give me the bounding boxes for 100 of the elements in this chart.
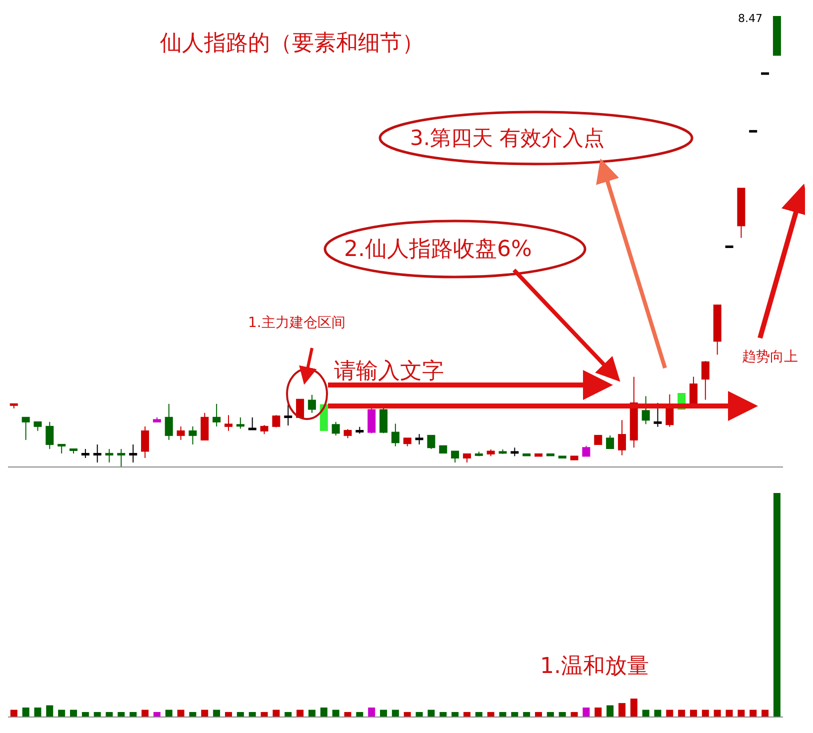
bar xyxy=(284,712,292,717)
bar xyxy=(332,710,340,717)
candlestick xyxy=(284,404,292,426)
bar xyxy=(475,712,482,717)
candlestick xyxy=(701,360,710,400)
annotation: 8.47 xyxy=(738,12,762,25)
candlestick xyxy=(129,444,138,463)
bar xyxy=(773,493,780,717)
bar xyxy=(189,712,196,717)
candlestick xyxy=(236,416,244,430)
candlestick xyxy=(224,414,232,432)
candlestick xyxy=(176,426,185,440)
annotation: 趋势向上 xyxy=(742,348,798,366)
candlestick xyxy=(427,434,436,450)
bar xyxy=(499,712,506,717)
candlestick xyxy=(368,408,376,434)
candlestick xyxy=(188,426,197,445)
bar xyxy=(750,710,757,717)
annotation: 1.温和放量 xyxy=(540,653,649,681)
bar xyxy=(404,712,411,717)
bar xyxy=(142,710,149,717)
bar xyxy=(236,712,244,717)
bar xyxy=(738,710,745,717)
candlestick xyxy=(415,434,424,445)
candlestick xyxy=(58,444,66,454)
candlestick xyxy=(117,448,126,467)
bar xyxy=(130,712,137,717)
candlestick xyxy=(618,420,626,456)
candlestick xyxy=(22,416,30,440)
candlestick xyxy=(380,408,388,434)
bar xyxy=(654,710,662,717)
bar xyxy=(106,712,113,717)
candlestick xyxy=(296,398,304,418)
bar xyxy=(690,710,697,717)
bar xyxy=(618,703,626,717)
bar xyxy=(94,712,101,717)
bar xyxy=(546,712,554,717)
bar xyxy=(165,710,172,717)
bar xyxy=(702,710,709,717)
bar xyxy=(511,712,518,717)
bar xyxy=(34,708,42,717)
bar xyxy=(762,710,769,717)
bar xyxy=(344,712,352,717)
bar xyxy=(46,705,54,717)
bar xyxy=(320,708,328,717)
bar xyxy=(570,712,578,717)
bar xyxy=(487,712,494,717)
bar xyxy=(153,712,160,717)
bar xyxy=(726,710,733,717)
bar xyxy=(213,710,220,717)
candlestick xyxy=(642,396,650,425)
bar xyxy=(452,712,459,717)
bar xyxy=(666,710,674,717)
candlestick xyxy=(308,394,316,414)
candlestick xyxy=(582,445,590,457)
bar xyxy=(225,712,232,717)
bar xyxy=(368,708,376,717)
bar xyxy=(260,712,268,717)
bar xyxy=(582,708,590,717)
candlestick xyxy=(93,444,102,463)
bar xyxy=(58,710,66,717)
bar xyxy=(201,710,208,717)
bar xyxy=(272,710,280,717)
bar xyxy=(523,712,530,717)
bar xyxy=(82,712,89,717)
bar xyxy=(630,698,638,717)
bar xyxy=(594,708,602,717)
candlestick xyxy=(212,403,221,427)
bar xyxy=(440,712,447,717)
candlestick xyxy=(690,376,698,406)
candlestick xyxy=(332,421,340,436)
candlestick xyxy=(344,428,352,439)
bar xyxy=(380,710,387,717)
candlestick xyxy=(594,434,602,445)
candlestick xyxy=(451,450,460,463)
bar xyxy=(428,710,435,717)
bar xyxy=(296,710,304,717)
candlestick xyxy=(260,424,268,435)
bar xyxy=(356,712,364,717)
candlestick xyxy=(81,448,90,458)
candlestick xyxy=(105,448,114,463)
bar xyxy=(678,710,686,717)
bar xyxy=(535,712,542,717)
candlestick xyxy=(200,412,209,440)
bar xyxy=(392,710,399,717)
bar xyxy=(248,712,256,717)
bar xyxy=(70,710,77,717)
bar xyxy=(177,710,184,717)
annotation: 2.仙人指路收盘6% xyxy=(344,236,532,264)
bar xyxy=(606,705,614,717)
annotation: 3.第四天 有效介入点 xyxy=(410,125,605,152)
bar xyxy=(642,710,650,717)
bar xyxy=(10,710,18,717)
bar xyxy=(22,708,30,717)
candlestick xyxy=(606,434,614,450)
candlestick xyxy=(164,403,173,440)
bar xyxy=(308,710,316,717)
bar xyxy=(416,712,423,717)
candlestick xyxy=(391,423,400,447)
annotation: 请输入文字 xyxy=(334,358,444,386)
